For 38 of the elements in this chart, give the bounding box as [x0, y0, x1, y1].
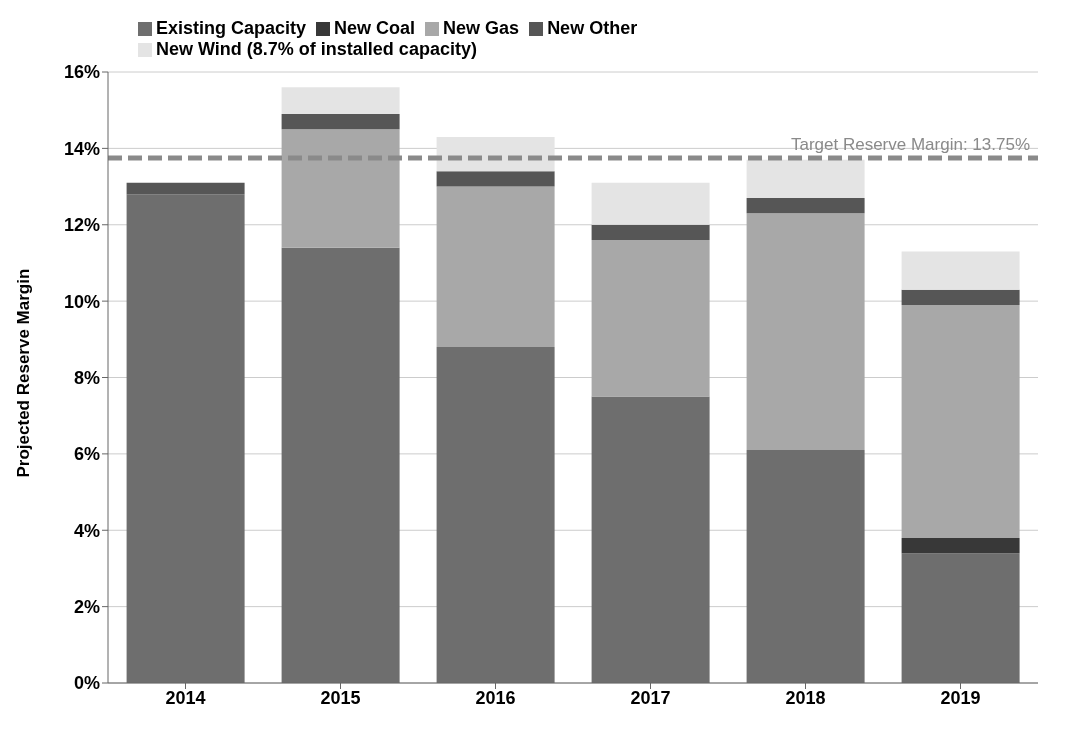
legend-label: New Wind (8.7% of installed capacity)	[156, 39, 477, 59]
bar	[901, 304, 1020, 538]
legend-label: New Other	[547, 18, 638, 38]
x-tick-label: 2015	[320, 687, 361, 708]
y-tick-label: 0%	[73, 673, 100, 694]
legend-label: New Gas	[443, 18, 520, 38]
x-tick-label: 2017	[630, 687, 671, 708]
x-tick-label: 2014	[165, 687, 206, 708]
bar	[746, 213, 865, 451]
bar	[901, 251, 1020, 290]
ref-line-label: Target Reserve Margin: 13.75%	[790, 134, 1030, 154]
y-tick-label: 14%	[63, 138, 100, 159]
y-axis-title: Projected Reserve Margin	[14, 268, 34, 478]
y-tick-label: 8%	[73, 367, 100, 388]
legend-label: Existing Capacity	[156, 18, 307, 38]
x-tick-label: 2019	[940, 687, 981, 708]
y-tick-label: 6%	[73, 444, 100, 465]
legend-label: New Coal	[334, 18, 416, 38]
bar	[281, 129, 400, 248]
y-tick-label: 12%	[63, 215, 100, 236]
bar	[436, 171, 555, 187]
x-tick-label: 2016	[475, 687, 516, 708]
y-tick-label: 16%	[63, 62, 100, 83]
bar	[746, 159, 865, 199]
bar	[591, 240, 710, 397]
y-tick-label: 10%	[63, 291, 100, 312]
bar	[281, 87, 400, 115]
y-tick-label: 2%	[73, 597, 100, 618]
bar	[126, 182, 245, 195]
bar	[901, 537, 1020, 554]
bar	[281, 114, 400, 130]
x-tick-label: 2018	[785, 687, 826, 708]
bar	[901, 289, 1020, 305]
y-tick-label: 4%	[73, 520, 100, 541]
bar	[591, 224, 710, 241]
bar	[591, 182, 710, 225]
bar	[746, 198, 865, 214]
bar	[436, 186, 555, 347]
